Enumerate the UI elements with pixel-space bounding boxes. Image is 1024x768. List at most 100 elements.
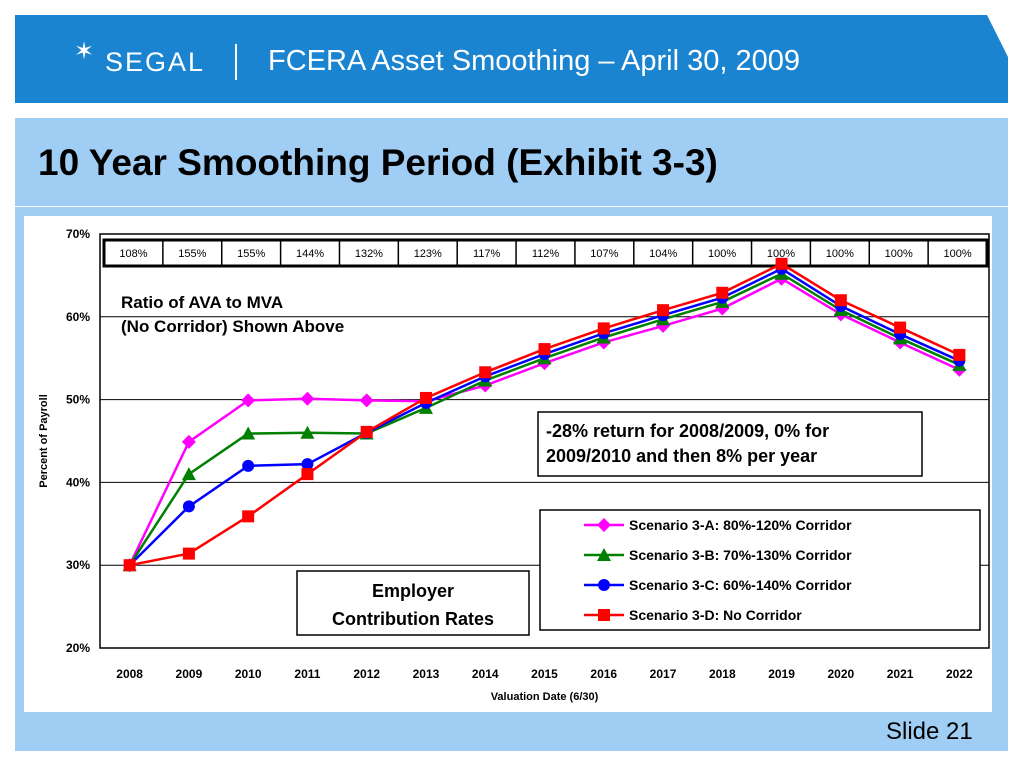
return-note-line1: -28% return for 2008/2009, 0% for bbox=[546, 421, 829, 441]
employer-line2: Contribution Rates bbox=[332, 609, 494, 629]
x-tick-label: 2012 bbox=[353, 667, 380, 681]
marker-circle bbox=[598, 579, 610, 591]
marker-circle bbox=[301, 458, 314, 471]
x-tick-label: 2021 bbox=[887, 667, 914, 681]
marker-square bbox=[301, 468, 314, 481]
x-tick-label: 2018 bbox=[709, 667, 736, 681]
marker-square bbox=[360, 425, 373, 438]
plot-area bbox=[99, 233, 990, 649]
header-corner-cut bbox=[987, 15, 1008, 57]
marker-square bbox=[123, 559, 136, 572]
legend-label: Scenario 3-C: 60%-140% Corridor bbox=[629, 577, 852, 593]
chart-panel: 20% 30% 40% 50% 60% 70% 2008 2009 2010 2011 2012 20… bbox=[24, 216, 992, 712]
marker-square bbox=[597, 322, 610, 335]
ratio-cell: 123% bbox=[414, 248, 442, 260]
x-tick-label: 2010 bbox=[235, 667, 262, 681]
x-tick-label: 2019 bbox=[768, 667, 795, 681]
marker-square bbox=[479, 366, 492, 379]
segal-logo-text: SEGAL bbox=[105, 47, 206, 77]
marker-square bbox=[834, 294, 847, 307]
x-tick-label: 2013 bbox=[413, 667, 440, 681]
marker-triangle bbox=[181, 467, 196, 481]
ratio-cell: 144% bbox=[296, 248, 324, 260]
marker-diamond bbox=[300, 391, 315, 406]
header-band bbox=[15, 15, 1008, 103]
marker-diamond bbox=[656, 318, 671, 333]
x-tick-label: 2011 bbox=[294, 667, 320, 681]
ratio-table bbox=[102, 238, 989, 268]
return-note-box bbox=[537, 411, 923, 477]
marker-diamond bbox=[359, 393, 374, 408]
legend-label: Scenario 3-B: 70%-130% Corridor bbox=[629, 547, 852, 563]
marker-circle bbox=[182, 500, 195, 513]
marker-triangle bbox=[300, 425, 315, 439]
ratio-cell: 100% bbox=[767, 248, 795, 260]
ratio-cell: 132% bbox=[355, 248, 383, 260]
marker-square bbox=[538, 343, 551, 356]
legend-label: Scenario 3-A: 80%-120% Corridor bbox=[629, 517, 852, 533]
series-d bbox=[123, 257, 966, 572]
y-tick-label: 50% bbox=[66, 393, 90, 407]
marker-diamond bbox=[715, 301, 730, 316]
marker-triangle bbox=[597, 548, 611, 561]
title-band bbox=[15, 118, 1008, 206]
ratio-cell: 117% bbox=[473, 248, 501, 260]
ratio-cell: 100% bbox=[943, 248, 971, 260]
marker-square bbox=[598, 609, 610, 621]
legend-item-a: Scenario 3-A: 80%-120% Corridor bbox=[584, 517, 852, 533]
ratio-cell: 155% bbox=[178, 248, 206, 260]
x-tick-label: 2017 bbox=[650, 667, 677, 681]
ratio-note-line2: (No Corridor) Shown Above bbox=[121, 317, 344, 336]
segal-star-icon: ✶ bbox=[74, 38, 95, 65]
marker-square bbox=[419, 391, 432, 404]
x-tick-label: 2014 bbox=[472, 667, 499, 681]
header-title: FCERA Asset Smoothing – April 30, 2009 bbox=[268, 45, 800, 77]
ratio-cell: 112% bbox=[532, 248, 560, 260]
legend-item-b: Scenario 3-B: 70%-130% Corridor bbox=[584, 547, 852, 563]
marker-square bbox=[657, 304, 670, 317]
marker-square bbox=[182, 547, 195, 560]
y-tick-label: 30% bbox=[66, 558, 90, 572]
marker-square bbox=[953, 348, 966, 361]
marker-diamond bbox=[181, 434, 196, 449]
ratio-cell: 100% bbox=[826, 248, 854, 260]
marker-triangle bbox=[241, 426, 256, 440]
x-tick-label: 2015 bbox=[531, 667, 558, 681]
employer-box bbox=[296, 570, 530, 636]
return-note-line2: 2009/2010 and then 8% per year bbox=[546, 446, 817, 466]
x-tick-label: 2016 bbox=[590, 667, 617, 681]
marker-square bbox=[242, 510, 255, 523]
slide-number: Slide 21 bbox=[886, 718, 973, 745]
legend-item-d: Scenario 3-D: No Corridor bbox=[584, 607, 802, 623]
x-tick-label: 2022 bbox=[946, 667, 973, 681]
slide-title: 10 Year Smoothing Period (Exhibit 3-3) bbox=[38, 142, 718, 183]
y-axis-title: Percent of Payroll bbox=[38, 394, 50, 488]
y-tick-label: 60% bbox=[66, 310, 90, 324]
x-axis-title: Valuation Date (6/30) bbox=[491, 691, 599, 703]
ratio-cell: 108% bbox=[119, 248, 147, 260]
x-tick-label: 2008 bbox=[116, 667, 143, 681]
ratio-cell: 104% bbox=[649, 248, 677, 260]
legend-label: Scenario 3-D: No Corridor bbox=[629, 607, 802, 623]
x-tick-label: 2009 bbox=[176, 667, 203, 681]
marker-square bbox=[775, 257, 788, 270]
marker-diamond bbox=[597, 518, 611, 532]
y-tick-label: 20% bbox=[66, 641, 90, 655]
x-tick-label: 2020 bbox=[827, 667, 854, 681]
ratio-cell: 100% bbox=[708, 248, 736, 260]
marker-square bbox=[894, 321, 907, 334]
ratio-note-line1: Ratio of AVA to MVA bbox=[121, 293, 283, 312]
marker-circle bbox=[242, 459, 255, 472]
marker-diamond bbox=[241, 393, 256, 408]
ratio-cell: 155% bbox=[237, 248, 265, 260]
legend-item-c: Scenario 3-C: 60%-140% Corridor bbox=[584, 577, 852, 593]
marker-square bbox=[716, 286, 729, 299]
ratio-cell: 100% bbox=[885, 248, 913, 260]
line-chart: 20% 30% 40% 50% 60% 70% 2008 2009 2010 2011 2012 20… bbox=[38, 227, 990, 703]
header-divider bbox=[235, 44, 237, 80]
y-tick-label: 40% bbox=[66, 475, 90, 489]
ratio-cell: 107% bbox=[590, 248, 618, 260]
y-tick-label: 70% bbox=[66, 227, 90, 241]
employer-line1: Employer bbox=[372, 581, 454, 601]
legend-box bbox=[539, 509, 981, 631]
